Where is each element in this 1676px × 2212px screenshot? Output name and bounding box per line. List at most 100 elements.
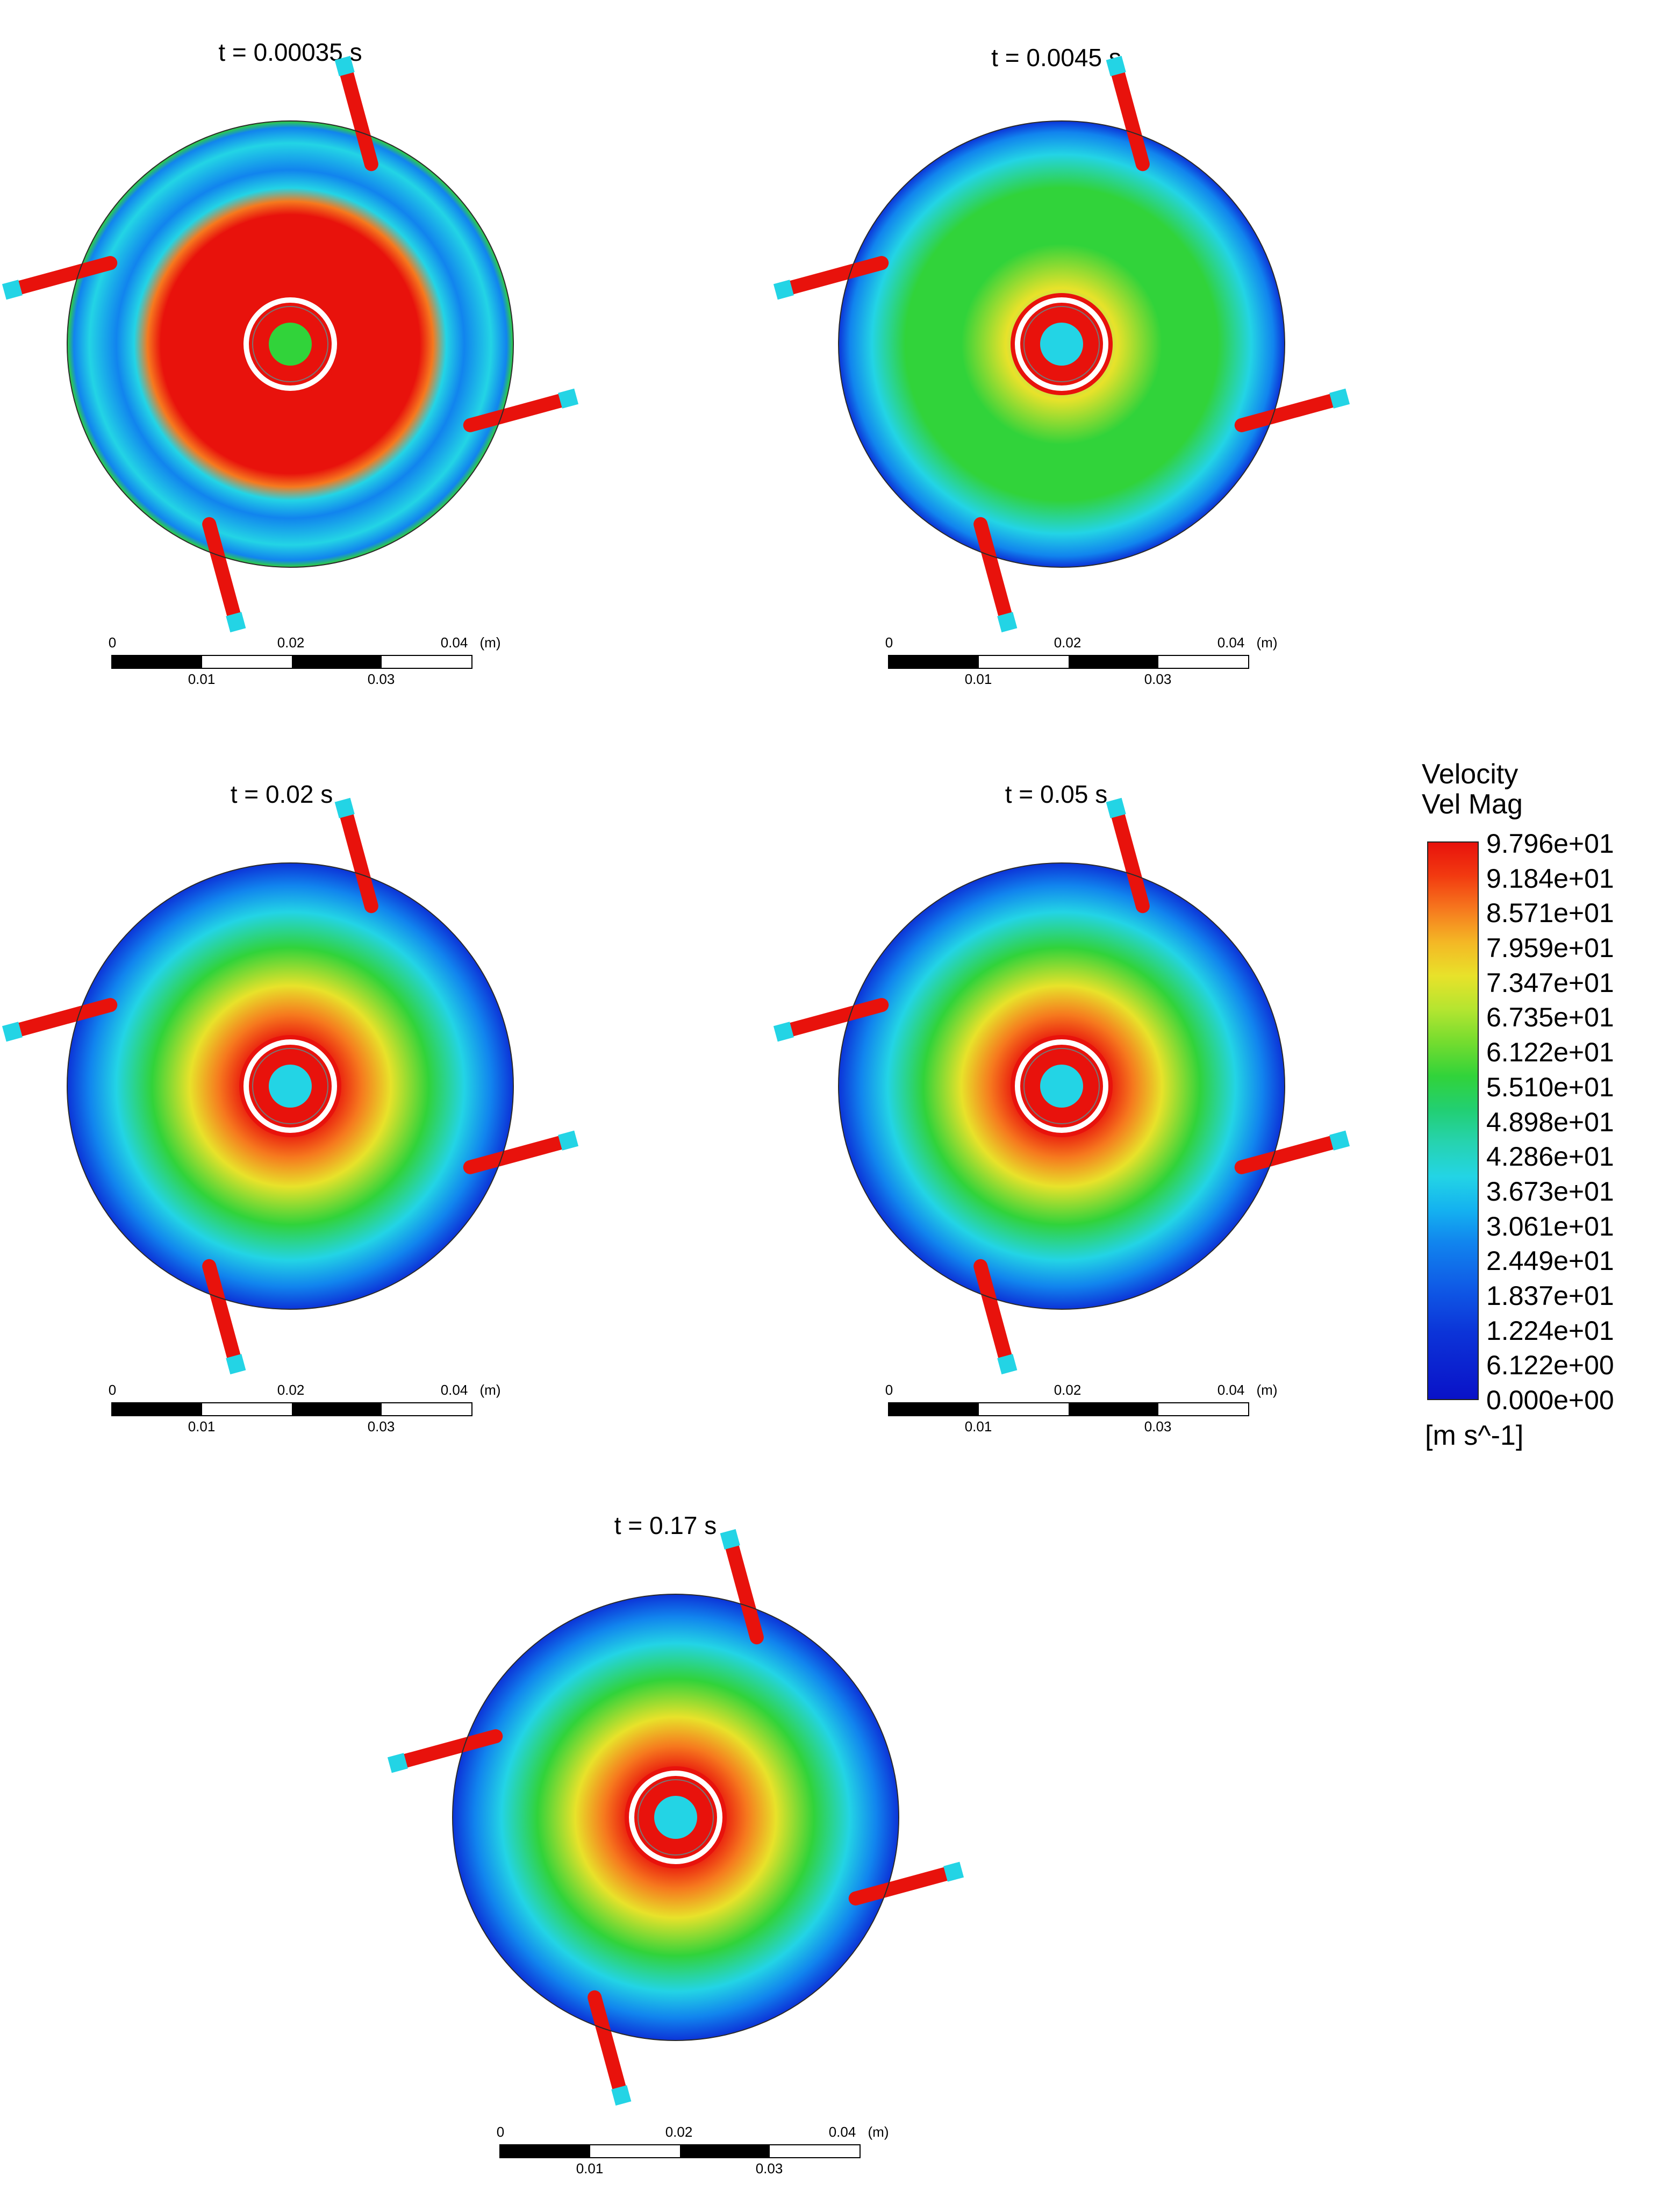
center-hub: [1040, 1065, 1083, 1108]
injector-jet: [202, 1259, 241, 1364]
legend-title: Velocity: [1422, 759, 1519, 790]
injector-jet: [1234, 394, 1339, 432]
injector-nozzle: [1106, 55, 1126, 76]
scale-unit: (m): [868, 2124, 889, 2140]
legend-tick-label: 3.061e+01: [1486, 1211, 1614, 1241]
velocity-contour-3: [2, 797, 579, 1375]
scale-unit: (m): [479, 634, 501, 651]
scale-label: 0.03: [1144, 671, 1172, 687]
injector-jet: [340, 67, 378, 172]
injector-nozzle: [387, 1753, 408, 1773]
injector-nozzle: [1329, 1130, 1350, 1151]
scale-unit: (m): [1256, 1382, 1278, 1398]
legend-tick-label: 9.184e+01: [1486, 863, 1614, 894]
injector-nozzle: [720, 1529, 740, 1550]
center-ring-edge: [638, 1779, 714, 1856]
injector-nozzle: [773, 1022, 794, 1042]
scale-label: 0: [885, 1382, 893, 1398]
injector-jet: [973, 1259, 1012, 1364]
scale-bar-5: 0 0.02 0.04 (m) 0.01 0.03: [497, 2124, 889, 2183]
center-ring-outer: [629, 1771, 722, 1864]
panel-title: t = 0.02 s: [230, 780, 333, 808]
injector-nozzle: [2, 280, 23, 300]
scale-bar-graphic: [499, 2144, 861, 2158]
legend-tick-label: 0.000e+00: [1486, 1385, 1614, 1415]
legend-tick-label: 1.224e+01: [1486, 1315, 1614, 1346]
injector-jet: [784, 256, 889, 295]
center-hub: [269, 1065, 312, 1108]
scale-bar-4: 0 0.02 0.04 (m) 0.01 0.03: [885, 1382, 1278, 1441]
injector-nozzle: [997, 612, 1018, 633]
panel-title: t = 0.05 s: [1005, 780, 1108, 808]
center-ring-edge: [252, 306, 328, 382]
legend-tick-label: 9.796e+01: [1486, 829, 1614, 859]
scale-label: 0.03: [367, 1418, 395, 1435]
injector-jet: [1111, 67, 1150, 172]
center-ring-outer: [243, 1039, 337, 1133]
domain-outline: [67, 120, 514, 568]
scale-label: 0.03: [1144, 1418, 1172, 1435]
center-ring-edge: [252, 1048, 328, 1124]
scale-label: 0.02: [1054, 634, 1081, 651]
center-ring-outer: [243, 297, 337, 391]
injector-jet: [13, 998, 118, 1037]
injector-jet: [848, 1867, 953, 1906]
injector-jet: [784, 998, 889, 1037]
scale-label: 0.02: [1054, 1382, 1081, 1398]
injector-jet: [588, 1990, 626, 2095]
scale-bar-graphic: [111, 1402, 472, 1416]
scale-label: 0.04: [440, 1382, 468, 1398]
legend-tick-label: 3.673e+01: [1486, 1176, 1614, 1207]
injector-jet: [13, 256, 118, 295]
legend-tick-label: 7.959e+01: [1486, 933, 1614, 964]
legend-tick-label: 4.286e+01: [1486, 1141, 1614, 1172]
injector-nozzle: [226, 1354, 246, 1375]
scale-label: 0.03: [755, 2160, 783, 2177]
scale-label: 0.03: [367, 671, 395, 687]
injector-nozzle: [558, 388, 579, 409]
legend-tick-label: 4.898e+01: [1486, 1107, 1614, 1137]
injector-jet: [463, 1136, 568, 1174]
velocity-contour-1: [2, 55, 579, 633]
domain-outline: [452, 1594, 899, 2041]
legend-subtitle: Vel Mag: [1422, 789, 1523, 820]
scale-bar-graphic: [111, 655, 472, 669]
legend-tick-label: 6.122e+00: [1486, 1350, 1614, 1381]
scale-bar-graphic: [888, 1402, 1249, 1416]
scale-label: 0.04: [1217, 634, 1245, 651]
scale-label: 0.01: [964, 671, 992, 687]
scale-unit: (m): [1256, 634, 1278, 651]
scale-label: 0: [108, 634, 117, 651]
scale-label: 0.02: [665, 2124, 693, 2140]
legend-tick-label: 5.510e+01: [1486, 1072, 1614, 1102]
scale-label: 0.02: [277, 634, 305, 651]
center-ring-outer: [1015, 297, 1108, 391]
scale-bar-2: 0 0.02 0.04 (m) 0.01 0.03: [885, 634, 1278, 694]
legend-tick-label: 7.347e+01: [1486, 967, 1614, 998]
legend-color-bar: [1427, 841, 1479, 1400]
injector-nozzle: [334, 797, 355, 818]
injector-nozzle: [997, 1354, 1018, 1375]
scale-unit: (m): [479, 1382, 501, 1398]
scale-label: 0: [108, 1382, 117, 1398]
scale-bar-graphic: [888, 655, 1249, 669]
velocity-contour-5: [387, 1529, 964, 2106]
scale-bar-1: 0 0.02 0.04 (m) 0.01 0.03: [108, 634, 501, 694]
injector-nozzle: [1329, 388, 1350, 409]
injector-jet: [202, 517, 241, 622]
center-ring-edge: [1023, 1048, 1100, 1124]
scale-label: 0.04: [1217, 1382, 1245, 1398]
legend-tick-label: 2.449e+01: [1486, 1246, 1614, 1276]
scale-label: 0: [885, 634, 893, 651]
injector-nozzle: [943, 1861, 964, 1882]
injector-nozzle: [2, 1022, 23, 1042]
legend-tick-label: 6.735e+01: [1486, 1002, 1614, 1033]
legend-tick-label: 8.571e+01: [1486, 898, 1614, 929]
velocity-contour-4: [773, 797, 1350, 1375]
injector-jet: [463, 394, 568, 432]
domain-outline: [838, 120, 1285, 568]
legend-unit: [m s^-1]: [1425, 1420, 1524, 1451]
injector-nozzle: [226, 612, 246, 633]
legend-tick-label: 1.837e+01: [1486, 1280, 1614, 1311]
velocity-legend: Velocity Vel Mag 9.796e+01 9.184e+01 8.571…: [1422, 758, 1658, 1457]
